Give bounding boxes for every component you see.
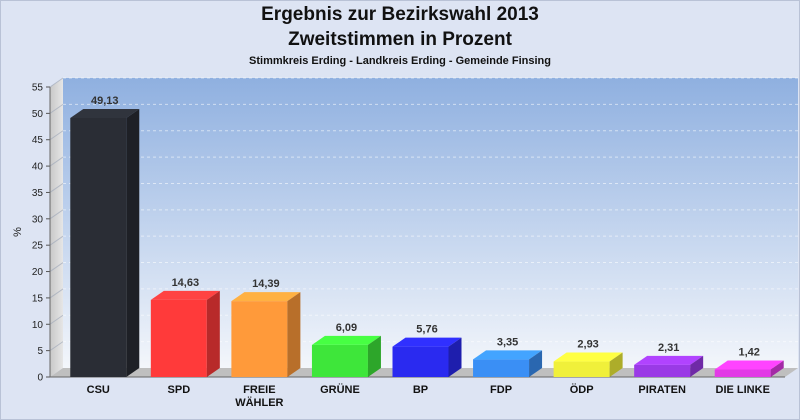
x-tick-label: PIRATEN — [638, 384, 686, 396]
bar-side — [770, 360, 784, 377]
x-tick-label: FDP — [490, 384, 512, 396]
bar-top — [70, 108, 140, 118]
y-tick-label: 50 — [32, 109, 44, 120]
bar-top — [231, 292, 301, 302]
bar-front — [311, 344, 368, 377]
x-tick-label: SPD — [168, 384, 191, 396]
y-tick-label: 5 — [37, 346, 43, 357]
chart-subtitle: Zweitstimmen in Prozent — [288, 29, 512, 50]
bar — [150, 290, 220, 377]
data-label: 2,93 — [577, 339, 598, 351]
y-tick-label: 30 — [32, 214, 44, 225]
bar-top — [553, 352, 623, 362]
data-label: 14,39 — [252, 278, 280, 290]
x-tick-label: ÖDP — [570, 383, 594, 396]
gridline-side — [49, 103, 64, 114]
gridline-side — [49, 77, 64, 88]
y-tick-label: 20 — [32, 267, 44, 278]
gridline-side — [49, 183, 64, 193]
bar — [553, 352, 623, 377]
y-tick-label: 45 — [32, 135, 44, 146]
bar-top — [311, 335, 381, 345]
bar — [231, 292, 301, 377]
gridline-side — [49, 209, 64, 220]
bar-front — [392, 346, 449, 377]
x-tick-label: CSU — [87, 384, 110, 396]
gridline-side — [49, 262, 64, 272]
plot-side-wall — [50, 78, 63, 377]
bar-front — [70, 117, 127, 377]
x-tick-label: GRÜNE — [320, 383, 360, 396]
y-tick-label: 55 — [32, 83, 44, 94]
y-axis-label: % — [12, 227, 24, 237]
gridline-side — [49, 130, 64, 141]
bar-top — [473, 350, 543, 360]
bar-front — [231, 301, 288, 377]
bar-side — [529, 350, 543, 377]
bar-front — [634, 364, 691, 377]
bar-side — [126, 108, 140, 377]
bar-front — [473, 359, 530, 377]
bar — [70, 108, 140, 377]
x-tick-label: WÄHLER — [235, 396, 283, 409]
x-tick-label: DIE LINKE — [716, 384, 770, 396]
chart-title: Ergebnis zur Bezirkswahl 2013 — [261, 4, 539, 25]
bar — [392, 337, 462, 377]
bar-top — [392, 337, 462, 347]
data-label: 2,31 — [658, 342, 679, 354]
y-tick-label: 25 — [32, 241, 44, 252]
bar-side — [287, 292, 301, 377]
data-label: 1,42 — [739, 347, 760, 359]
bar-top — [634, 355, 704, 365]
bar-top — [714, 360, 784, 370]
bar — [714, 360, 784, 377]
data-label: 49,13 — [91, 95, 119, 107]
data-label: 14,63 — [172, 277, 200, 289]
bar-front — [553, 361, 610, 377]
data-label: 6,09 — [336, 322, 357, 334]
y-tick-label: 40 — [32, 162, 44, 173]
data-label: 5,76 — [416, 324, 437, 336]
gridline-side — [49, 288, 64, 299]
x-tick-label: BP — [413, 384, 428, 396]
y-tick-label: 10 — [32, 320, 44, 331]
gridline-side — [49, 341, 64, 352]
bar — [473, 350, 543, 377]
x-tick-label: FREIE — [243, 384, 275, 396]
bar-side — [206, 290, 220, 377]
bar — [311, 335, 381, 377]
gridline-side — [49, 235, 64, 246]
y-tick-label: 0 — [37, 373, 43, 384]
bar-side — [609, 352, 623, 377]
bar-side — [367, 335, 381, 377]
y-tick-label: 15 — [32, 293, 44, 304]
bar-side — [690, 355, 704, 377]
gridline-side — [49, 314, 64, 325]
bar-top — [150, 290, 220, 300]
gridline-side — [49, 156, 64, 167]
bar — [634, 355, 704, 377]
data-label: 3,35 — [497, 336, 518, 348]
bar-front — [714, 369, 771, 377]
y-tick-label: 35 — [32, 188, 44, 199]
bar-side — [448, 337, 462, 377]
bar-front — [150, 299, 207, 377]
chart-caption: Stimmkreis Erding - Landkreis Erding - G… — [249, 55, 551, 67]
